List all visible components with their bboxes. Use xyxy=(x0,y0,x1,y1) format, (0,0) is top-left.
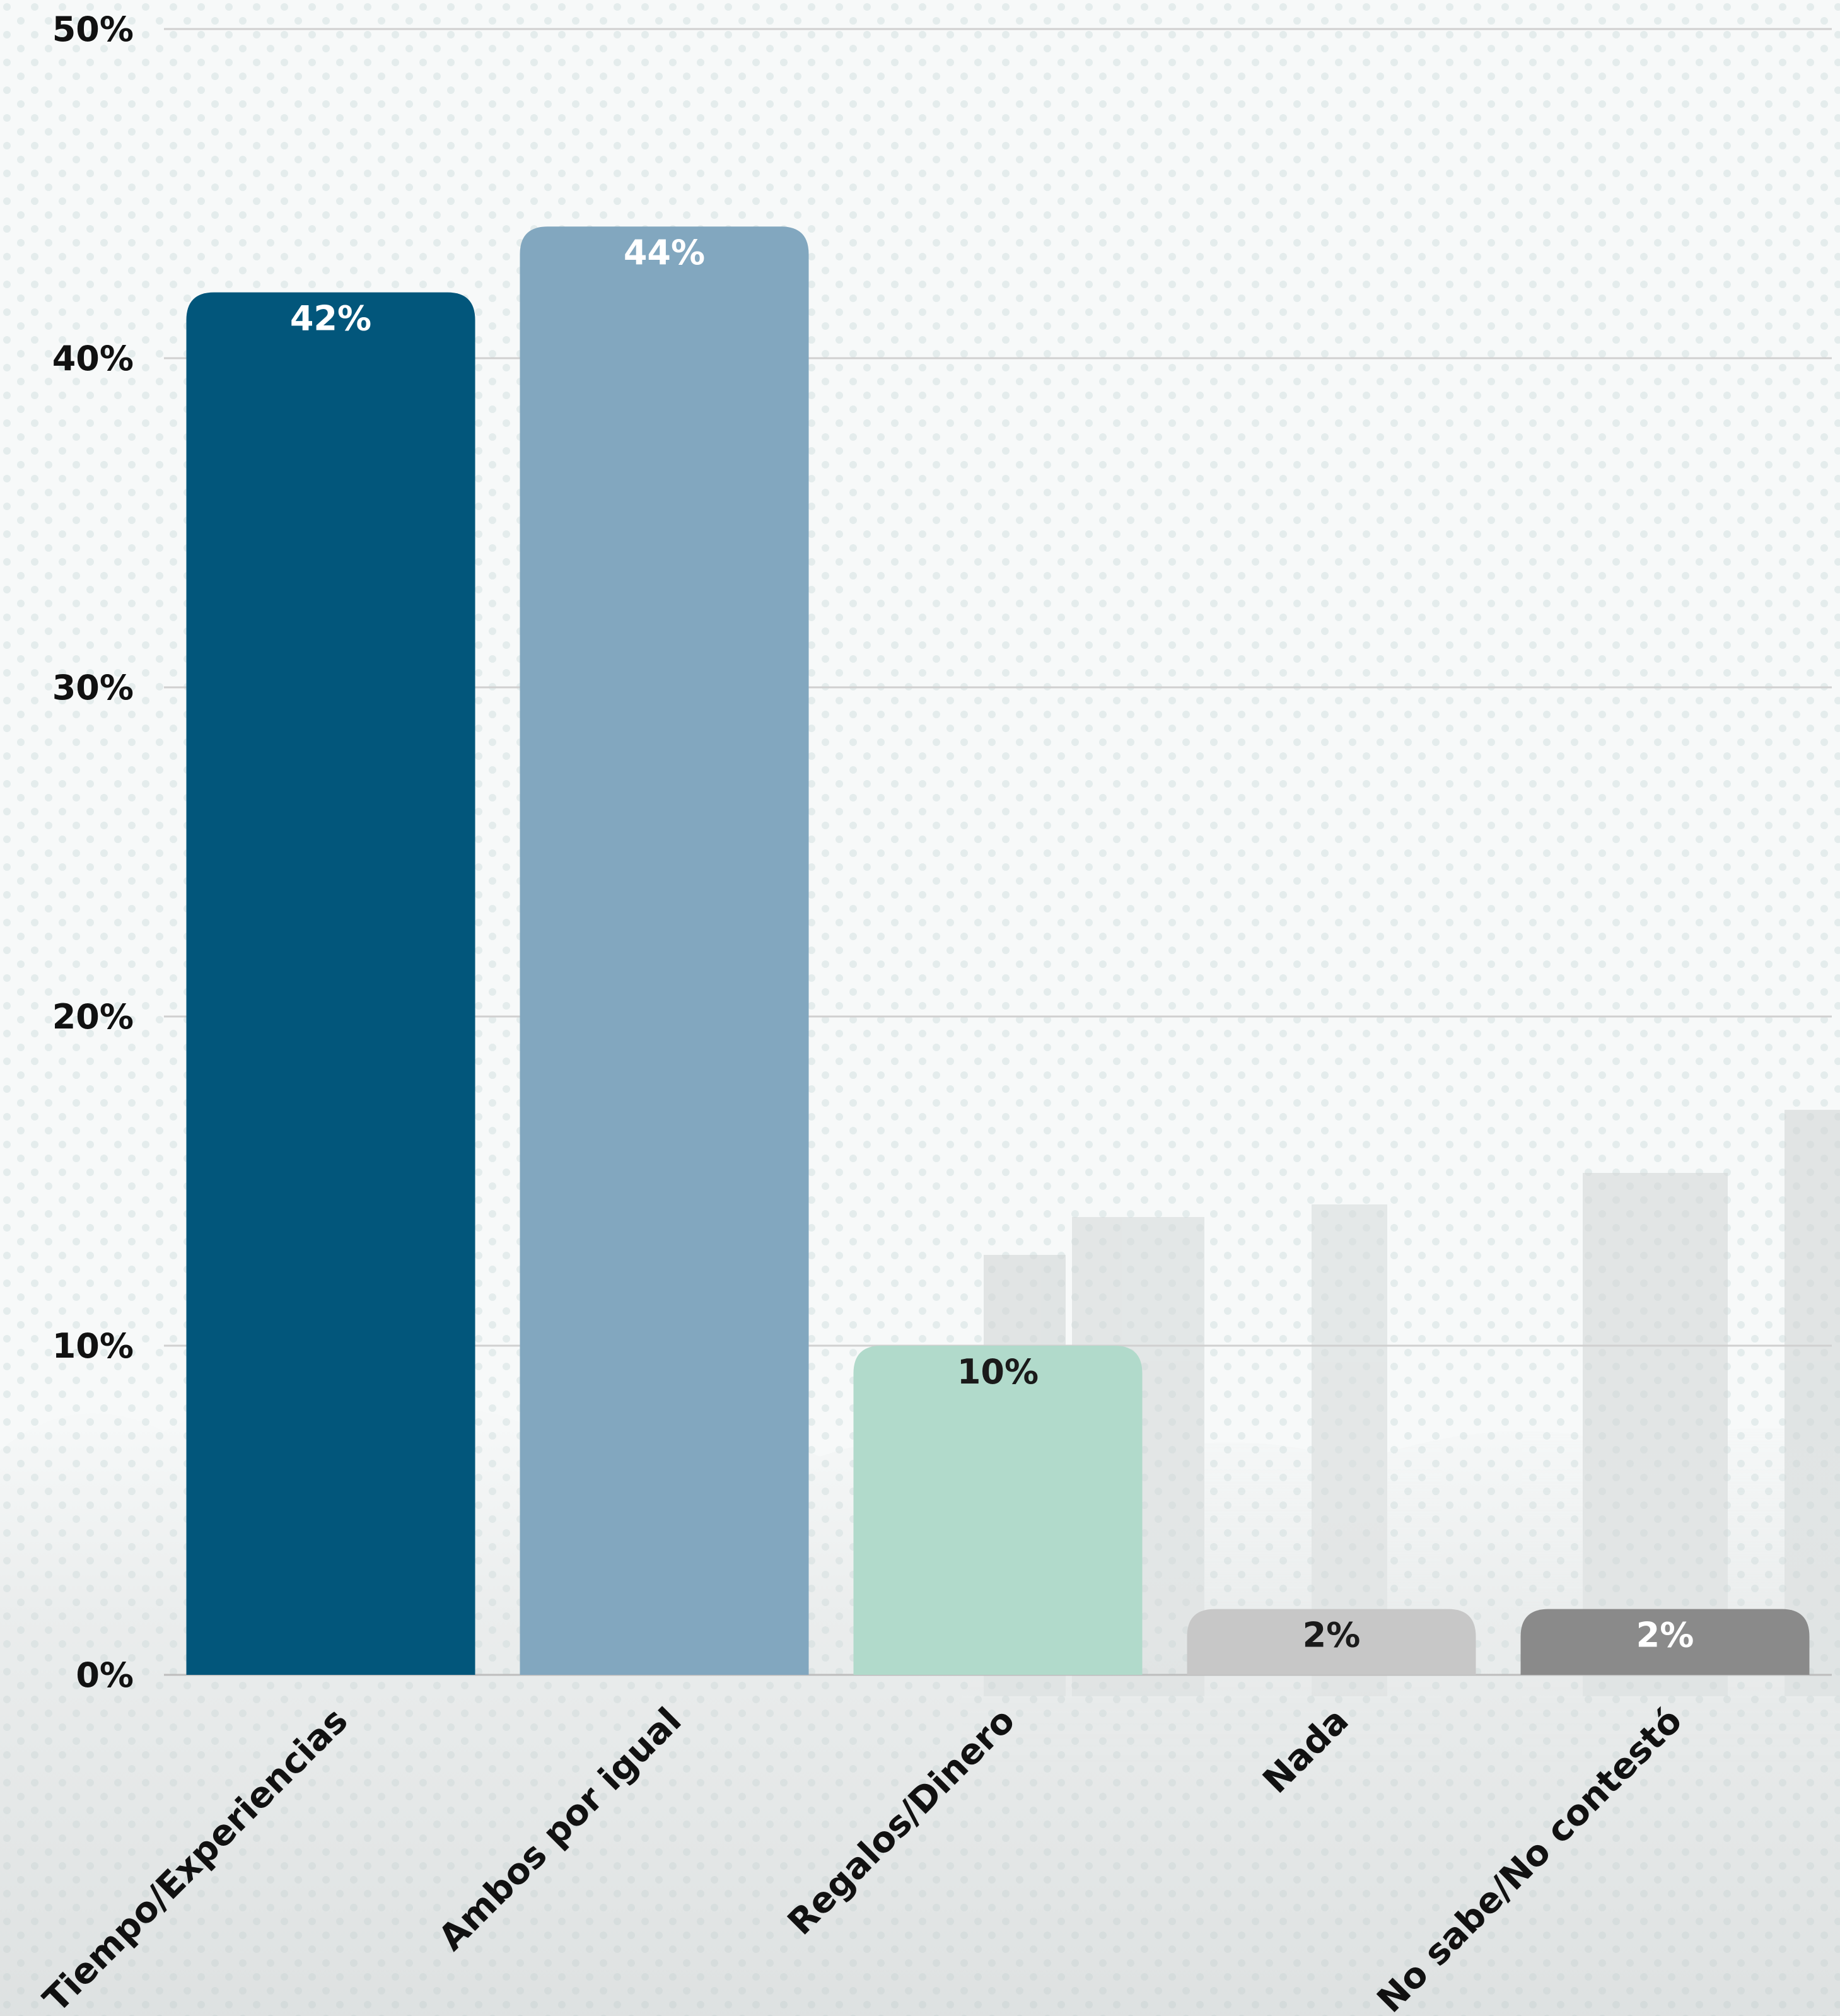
value-labels: 42% 44% 10% 2% 2% xyxy=(290,233,1694,1655)
value-label-ambos-por-igual: 44% xyxy=(624,233,705,272)
bar-nada xyxy=(1187,1609,1476,1675)
value-label-tiempo-experiencias: 42% xyxy=(290,299,371,339)
y-tick-label-40: 40% xyxy=(52,339,134,378)
value-label-regalos-dinero: 10% xyxy=(957,1352,1039,1392)
y-tick-label-0: 0% xyxy=(76,1655,134,1695)
y-axis-ticks: 0% 10% 20% 30% 40% 50% xyxy=(52,9,134,1695)
bars xyxy=(186,226,1810,1675)
bar-tiempo-experiencias xyxy=(186,292,475,1675)
y-tick-label-20: 20% xyxy=(52,997,134,1037)
value-label-nada: 2% xyxy=(1303,1616,1361,1655)
bar-ambos-por-igual xyxy=(520,226,809,1675)
y-tick-label-10: 10% xyxy=(52,1326,134,1366)
y-tick-label-50: 50% xyxy=(52,9,134,49)
y-tick-label-30: 30% xyxy=(52,668,134,708)
value-label-no-sabe-no-contesto: 2% xyxy=(1636,1616,1694,1655)
bar-no-sabe-no-contesto xyxy=(1520,1609,1810,1675)
bar-regalos-dinero xyxy=(853,1346,1143,1675)
